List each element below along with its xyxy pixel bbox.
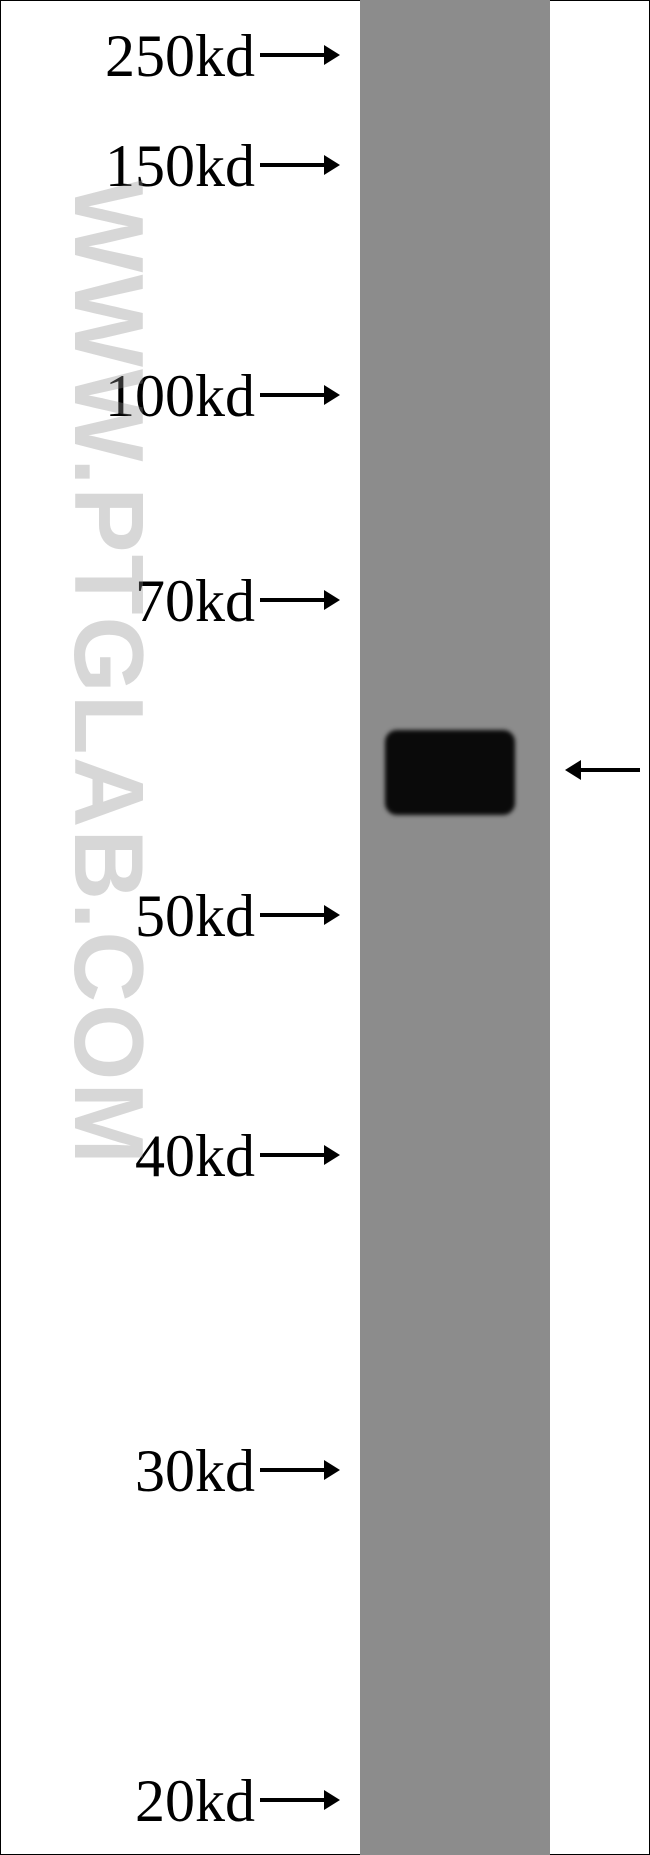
marker-arrow-icon <box>260 585 340 615</box>
protein-band <box>385 730 515 815</box>
marker-arrow-icon <box>260 380 340 410</box>
result-indicator-arrow <box>565 755 640 785</box>
marker-label: 30kd <box>135 1437 255 1506</box>
marker-arrow-icon <box>260 900 340 930</box>
blot-container: 250kd150kd100kd70kd50kd40kd30kd20kd WWW.… <box>0 0 650 1855</box>
marker-arrow-icon <box>260 1140 340 1170</box>
blot-lane <box>360 0 550 1855</box>
marker-arrow-icon <box>260 1455 340 1485</box>
marker-label: 250kd <box>105 22 255 91</box>
marker-label: 20kd <box>135 1767 255 1836</box>
marker-arrow-icon <box>260 1785 340 1815</box>
marker-arrow-icon <box>260 40 340 70</box>
marker-arrow-icon <box>260 150 340 180</box>
watermark-text: WWW.PTGLAB.COM <box>52 180 165 1166</box>
